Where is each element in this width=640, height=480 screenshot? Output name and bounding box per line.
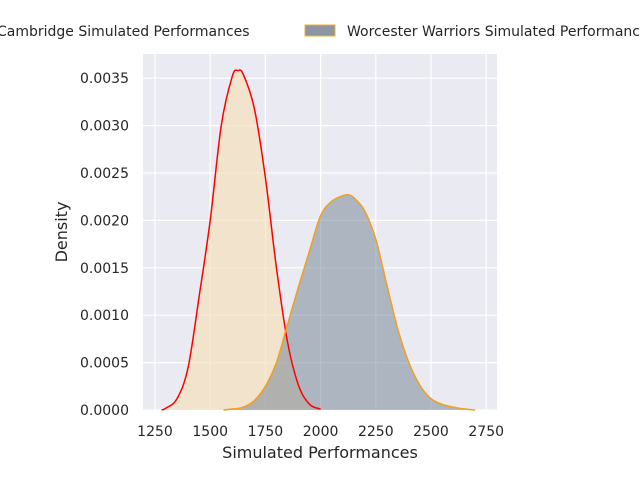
y-tick-label: 0.0000: [80, 403, 129, 419]
series-layer: [161, 69, 476, 411]
x-tick-label: 2500: [413, 424, 449, 440]
x-axis-label: Simulated Performances: [222, 443, 418, 462]
y-tick-label: 0.0025: [80, 166, 129, 182]
y-tick-labels: 0.0000 0.0005 0.0010 0.0015 0.0020 0.0025 0.00…: [80, 71, 129, 419]
x-tick-label: 1500: [192, 424, 228, 440]
series-fill-1: [223, 194, 476, 410]
series-line-0: [161, 69, 321, 411]
legend-patch-worcester: [304, 24, 336, 37]
y-tick-label: 0.0015: [80, 261, 129, 277]
x-tick-label: 2250: [358, 424, 394, 440]
legend-label-cambridge: Cambridge Simulated Performances: [0, 24, 250, 40]
y-tick-label: 0.0035: [80, 71, 129, 87]
y-tick-label: 0.0005: [80, 356, 129, 372]
x-tick-labels: 1250 1500 1750 2000 2250 2500 2750: [137, 424, 504, 440]
y-tick-label: 0.0030: [80, 119, 129, 135]
series-line-1: [223, 193, 476, 411]
y-tick-label: 0.0020: [80, 213, 129, 229]
series-fill-0: [161, 69, 321, 410]
y-axis-label: Density: [52, 202, 71, 263]
legend: Cambridge Simulated Performances Worcest…: [0, 24, 640, 40]
x-tick-label: 2000: [303, 424, 339, 440]
legend-label-worcester: Worcester Warriors Simulated Performance…: [347, 24, 640, 40]
y-tick-label: 0.0010: [80, 308, 129, 324]
x-tick-label: 2750: [468, 424, 504, 440]
x-tick-label: 1250: [137, 424, 173, 440]
x-tick-label: 1750: [248, 424, 284, 440]
